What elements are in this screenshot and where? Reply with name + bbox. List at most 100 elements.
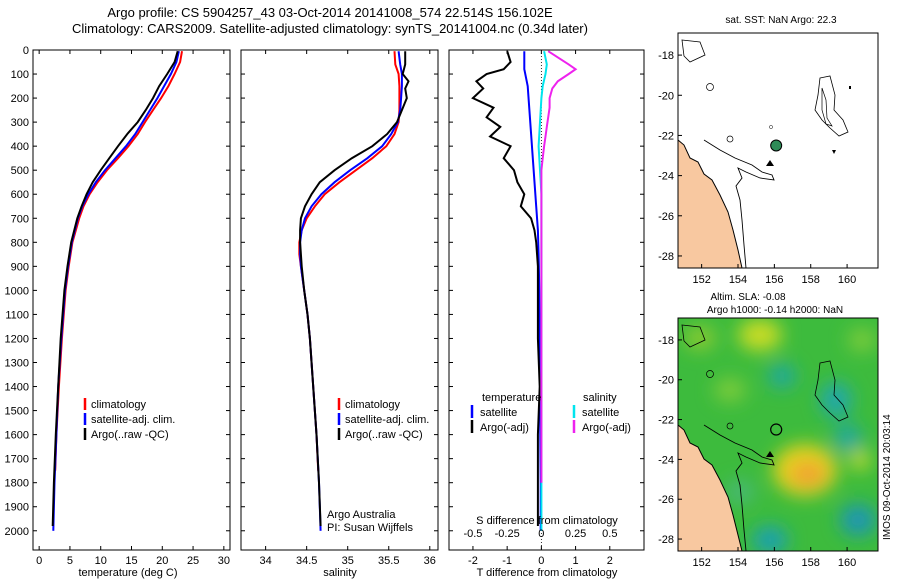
depth-tick-label: 100 bbox=[11, 69, 29, 81]
sst-map-content bbox=[678, 39, 851, 268]
salinity-annotation-line2: PI: Susan Wijffels bbox=[327, 522, 413, 534]
x-tick-label: 5 bbox=[67, 555, 73, 567]
map-y-tick-label: -22 bbox=[658, 130, 674, 142]
depth-tick-label: 1400 bbox=[5, 382, 29, 394]
reef-outline bbox=[681, 324, 706, 348]
x-tick-label: 35.5 bbox=[378, 555, 399, 567]
australia-coast bbox=[678, 424, 743, 551]
salinity-annotation-line1: Argo Australia bbox=[327, 509, 396, 521]
legend-label-satellite: satellite-adj. clim. bbox=[91, 414, 175, 426]
depth-tick-label: 700 bbox=[11, 213, 29, 225]
salinity-axes bbox=[240, 49, 439, 551]
legend-title-temperature: temperature bbox=[482, 392, 541, 404]
legend-label-argo: Argo(..raw -QC) bbox=[345, 429, 423, 441]
map-x-tick-label: 152 bbox=[692, 274, 710, 286]
chesterfield-contour bbox=[814, 360, 849, 422]
seamount-marker bbox=[769, 125, 773, 129]
legend-label-satellite: satellite-adj. clim. bbox=[345, 414, 429, 426]
depth-tick-label: 1800 bbox=[5, 478, 29, 490]
reef-outline bbox=[681, 39, 706, 63]
map-y-tick-label: -18 bbox=[658, 50, 674, 62]
argo-location-marker bbox=[770, 139, 783, 152]
depth-tick-label: 2000 bbox=[5, 526, 29, 538]
depth-tick-label: 1200 bbox=[5, 333, 29, 345]
sla-map-subtitle: Argo h1000: -0.14 h2000: NaN bbox=[707, 305, 843, 316]
map-y-tick-label: -26 bbox=[658, 211, 674, 223]
sla-map-title: Altim. SLA: -0.08 bbox=[710, 292, 785, 303]
salinity-xlabel: salinity bbox=[323, 567, 357, 579]
x-tick-label: 2 bbox=[607, 555, 613, 567]
depth-tick-label: 1000 bbox=[5, 285, 29, 297]
float-track-marker bbox=[766, 451, 774, 457]
sla-map-content bbox=[678, 318, 878, 551]
x-tick-label: 20 bbox=[156, 555, 168, 567]
map-y-tick-label: -22 bbox=[658, 415, 674, 427]
float-track-marker bbox=[766, 160, 774, 166]
difference-x2label: S difference from climatology bbox=[476, 515, 618, 527]
map-y-tick-label: -24 bbox=[658, 171, 674, 183]
x-tick-label: 36 bbox=[424, 555, 436, 567]
depth-tick-label: 1100 bbox=[5, 309, 29, 321]
depth-tick-label: 600 bbox=[11, 189, 29, 201]
legend-label-t-argo: Argo(-adj) bbox=[480, 422, 529, 434]
series-salinity-argo-adj- bbox=[540, 50, 578, 483]
legend-label-s-satellite: satellite bbox=[582, 407, 619, 419]
depth-tick-label: 800 bbox=[11, 237, 29, 249]
imos-timestamp: IMOS 09-Oct-2014 20:03:14 bbox=[882, 414, 893, 540]
legend-label-climatology: climatology bbox=[345, 399, 401, 411]
depth-tick-label: 0 bbox=[23, 45, 29, 57]
sst-map-title: sat. SST: NaN Argo: 22.3 bbox=[725, 15, 837, 26]
temperature-xlabel: temperature (deg C) bbox=[78, 567, 177, 579]
shelf-contour bbox=[703, 424, 775, 551]
x-tick-label: 0 bbox=[538, 555, 544, 567]
x-tick-label: 0 bbox=[36, 555, 42, 567]
legend-label-climatology: climatology bbox=[91, 399, 147, 411]
legend-label-t-satellite: satellite bbox=[480, 407, 517, 419]
figure-title-line2: Climatology: CARS2009. Satellite-adjuste… bbox=[72, 21, 588, 36]
series-temperature-satellite bbox=[523, 51, 542, 531]
legend-title-salinity: salinity bbox=[583, 392, 617, 404]
x-tick-label: -2 bbox=[468, 555, 478, 567]
series-argo-raw-qc- bbox=[299, 51, 410, 527]
legend-label-argo: Argo(..raw -QC) bbox=[91, 429, 169, 441]
depth-tick-label: 300 bbox=[11, 117, 29, 129]
map-y-tick-label: -26 bbox=[658, 494, 674, 506]
depth-tick-label: 400 bbox=[11, 141, 29, 153]
seamount-marker bbox=[726, 422, 734, 430]
x-tick-label: 25 bbox=[187, 555, 199, 567]
salinity-legend: climatology satellite-adj. clim. Argo(..… bbox=[337, 398, 429, 441]
shelf-contour bbox=[703, 139, 775, 268]
reef-marker bbox=[849, 86, 851, 89]
x-tick-label: -1 bbox=[502, 555, 512, 567]
map-x-tick-label: 156 bbox=[765, 274, 783, 286]
map-y-tick-label: -20 bbox=[658, 375, 674, 387]
depth-tick-label: 1300 bbox=[5, 358, 29, 370]
sla-field-blobs bbox=[684, 319, 876, 551]
map-x-tick-label: 160 bbox=[838, 557, 856, 569]
series-argo-raw-qc- bbox=[51, 50, 179, 527]
map-x-tick-label: 158 bbox=[802, 557, 820, 569]
x-tick-label: 34.5 bbox=[296, 555, 317, 567]
map-y-tick-label: -24 bbox=[658, 454, 674, 466]
depth-tick-label: 200 bbox=[11, 93, 29, 105]
depth-tick-label: 1600 bbox=[5, 430, 29, 442]
x-tick-label: 15 bbox=[125, 555, 137, 567]
temperature-axes bbox=[32, 49, 231, 551]
temperature-legend: climatology satellite-adj. clim. Argo(..… bbox=[83, 398, 175, 441]
seamount-marker bbox=[706, 370, 714, 378]
difference-xlabel: T difference from climatology bbox=[477, 567, 618, 579]
map-x-tick-label: 158 bbox=[802, 274, 820, 286]
map-x-tick-label: 160 bbox=[838, 274, 856, 286]
australia-coast bbox=[678, 139, 743, 268]
legend-label-s-argo: Argo(-adj) bbox=[582, 422, 631, 434]
s-tick-label: 0.5 bbox=[602, 528, 617, 540]
x-tick-label: 10 bbox=[95, 555, 107, 567]
s-tick-label: 0 bbox=[538, 528, 544, 540]
depth-tick-label: 500 bbox=[11, 165, 29, 177]
x-tick-label: 35 bbox=[342, 555, 354, 567]
depth-tick-label: 900 bbox=[11, 261, 29, 273]
seamount-marker bbox=[726, 135, 734, 143]
seamount-marker bbox=[706, 83, 714, 91]
map-y-tick-label: -20 bbox=[658, 90, 674, 102]
